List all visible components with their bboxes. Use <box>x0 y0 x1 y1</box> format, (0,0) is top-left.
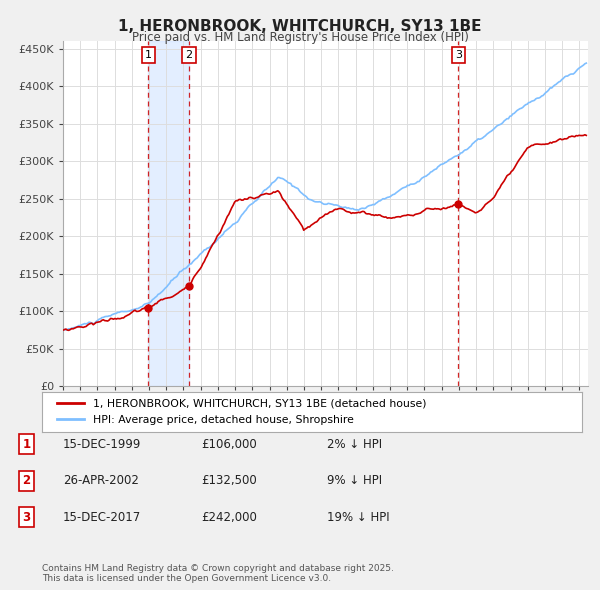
Text: 3: 3 <box>455 50 462 60</box>
Text: 19% ↓ HPI: 19% ↓ HPI <box>327 511 389 524</box>
Text: 15-DEC-2017: 15-DEC-2017 <box>63 511 141 524</box>
Text: £106,000: £106,000 <box>201 438 257 451</box>
Text: 3: 3 <box>22 511 31 524</box>
Text: 1, HERONBROOK, WHITCHURCH, SY13 1BE: 1, HERONBROOK, WHITCHURCH, SY13 1BE <box>118 19 482 34</box>
Text: 1: 1 <box>145 50 152 60</box>
Text: 2: 2 <box>185 50 193 60</box>
Text: Contains HM Land Registry data © Crown copyright and database right 2025.
This d: Contains HM Land Registry data © Crown c… <box>42 563 394 583</box>
Text: 2% ↓ HPI: 2% ↓ HPI <box>327 438 382 451</box>
Text: 15-DEC-1999: 15-DEC-1999 <box>63 438 142 451</box>
Text: £132,500: £132,500 <box>201 474 257 487</box>
Bar <box>148 41 189 386</box>
Text: Price paid vs. HM Land Registry's House Price Index (HPI): Price paid vs. HM Land Registry's House … <box>131 31 469 44</box>
Text: 26-APR-2002: 26-APR-2002 <box>63 474 139 487</box>
Text: 2: 2 <box>22 474 31 487</box>
Text: 1: 1 <box>22 438 31 451</box>
Legend: 1, HERONBROOK, WHITCHURCH, SY13 1BE (detached house), HPI: Average price, detach: 1, HERONBROOK, WHITCHURCH, SY13 1BE (det… <box>53 395 431 429</box>
Text: £242,000: £242,000 <box>201 511 257 524</box>
Text: 9% ↓ HPI: 9% ↓ HPI <box>327 474 382 487</box>
